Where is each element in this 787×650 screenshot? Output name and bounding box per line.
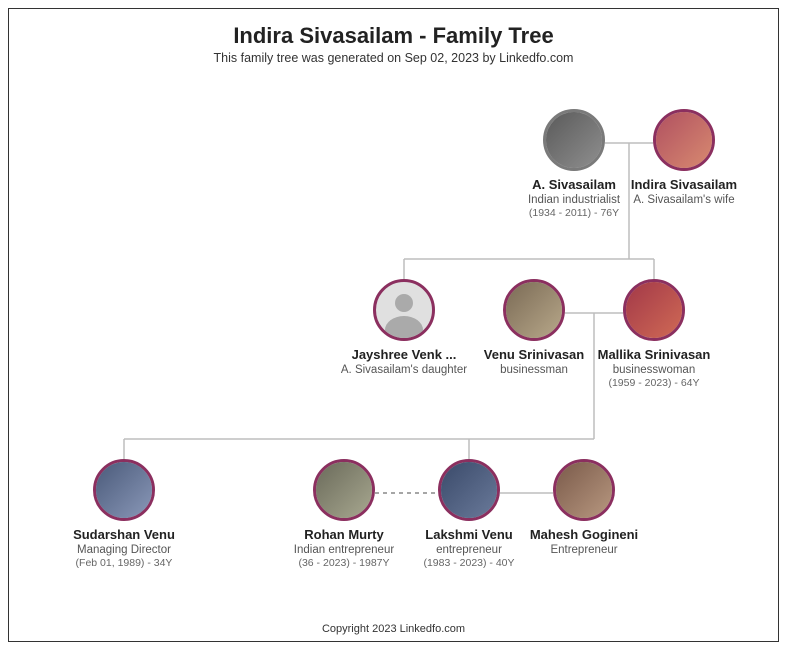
person-name: Jayshree Venk ... xyxy=(339,347,469,363)
person-name: Mallika Srinivasan xyxy=(589,347,719,363)
person-role: Indian entrepreneur xyxy=(279,544,409,556)
person-jayshree: Jayshree Venk ... A. Sivasailam's daught… xyxy=(339,279,469,376)
person-name: Venu Srinivasan xyxy=(469,347,599,363)
person-lakshmi-venu: Lakshmi Venu entrepreneur (1983 - 2023) … xyxy=(404,459,534,569)
person-sudarshan-venu: Sudarshan Venu Managing Director (Feb 01… xyxy=(59,459,189,569)
avatar xyxy=(503,279,565,341)
person-role: businessman xyxy=(469,364,599,376)
person-name: Indira Sivasailam xyxy=(619,177,749,193)
person-mallika-srinivasan: Mallika Srinivasan businesswoman (1959 -… xyxy=(589,279,719,389)
page-subtitle: This family tree was generated on Sep 02… xyxy=(9,51,778,65)
person-life: (1934 - 2011) - 76Y xyxy=(509,207,639,219)
person-role: businesswoman xyxy=(589,364,719,376)
person-life: (36 - 2023) - 1987Y xyxy=(279,557,409,569)
person-role: A. Sivasailam's wife xyxy=(619,194,749,206)
avatar xyxy=(553,459,615,521)
avatar xyxy=(653,109,715,171)
person-rohan-murty: Rohan Murty Indian entrepreneur (36 - 20… xyxy=(279,459,409,569)
person-indira-sivasailam: Indira Sivasailam A. Sivasailam's wife xyxy=(619,109,749,206)
person-life: (Feb 01, 1989) - 34Y xyxy=(59,557,189,569)
person-life: (1983 - 2023) - 40Y xyxy=(404,557,534,569)
person-role: Managing Director xyxy=(59,544,189,556)
avatar xyxy=(373,279,435,341)
header: Indira Sivasailam - Family Tree This fam… xyxy=(9,9,778,71)
person-life: (1959 - 2023) - 64Y xyxy=(589,377,719,389)
footer-copyright: Copyright 2023 Linkedfo.com xyxy=(9,623,778,635)
avatar xyxy=(438,459,500,521)
person-name: Rohan Murty xyxy=(279,527,409,543)
person-mahesh-gogineni: Mahesh Gogineni Entrepreneur xyxy=(519,459,649,556)
avatar xyxy=(93,459,155,521)
person-role: A. Sivasailam's daughter xyxy=(339,364,469,376)
person-name: Sudarshan Venu xyxy=(59,527,189,543)
person-venu-srinivasan: Venu Srinivasan businessman xyxy=(469,279,599,376)
person-name: Mahesh Gogineni xyxy=(519,527,649,543)
person-role: entrepreneur xyxy=(404,544,534,556)
avatar xyxy=(623,279,685,341)
avatar xyxy=(543,109,605,171)
person-role: Entrepreneur xyxy=(519,544,649,556)
page-title: Indira Sivasailam - Family Tree xyxy=(9,23,778,49)
tree-canvas: A. Sivasailam Indian industrialist (1934… xyxy=(9,79,778,611)
avatar xyxy=(313,459,375,521)
person-name: Lakshmi Venu xyxy=(404,527,534,543)
tree-frame: Indira Sivasailam - Family Tree This fam… xyxy=(8,8,779,642)
